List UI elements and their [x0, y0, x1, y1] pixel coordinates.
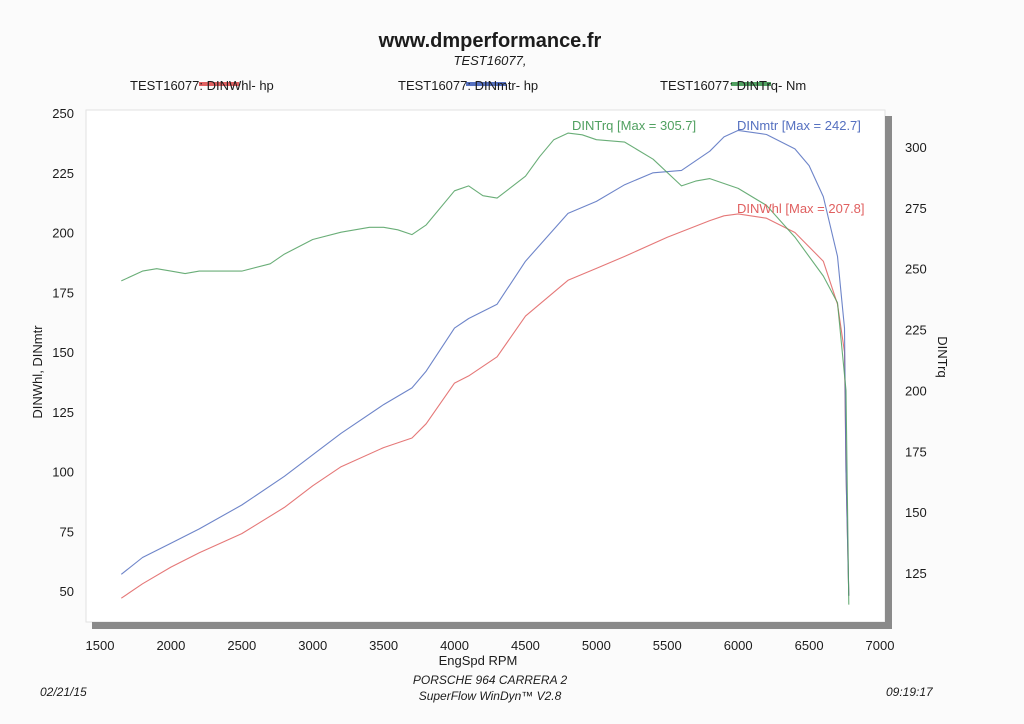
legend-label-whl: TEST16077: DINWhl- hp [130, 78, 274, 93]
series-line-dinmtr [120, 129, 850, 596]
y-left-tick-label: 150 [52, 345, 74, 360]
y-right-tick-label: 200 [905, 383, 927, 398]
series-line-dintrq [121, 132, 850, 605]
y-right-tick-label: 275 [905, 201, 927, 216]
y-left-tick-label: 50 [60, 584, 74, 599]
y-left-tick-label: 125 [52, 405, 74, 420]
max-annotation-dinwhl: DINWhl [Max = 207.8] [737, 201, 865, 216]
x-tick-label: 4500 [511, 638, 540, 653]
y-right-tick-label: 250 [905, 262, 927, 277]
x-axis-label: EngSpd RPM [439, 653, 518, 668]
x-tick-label: 6000 [724, 638, 753, 653]
y-right-tick-label: 150 [905, 505, 927, 520]
y-left-tick-label: 75 [60, 524, 74, 539]
y-right-tick-label: 125 [905, 566, 927, 581]
y-left-tick-label: 175 [52, 285, 74, 300]
test-date: 02/21/15 [40, 685, 87, 699]
x-tick-label: 4000 [440, 638, 469, 653]
legend-label-mtr: TEST16077: DINmtr- hp [398, 78, 539, 93]
y-left-tick-label: 225 [52, 166, 74, 181]
max-annotation-dinmtr: DINmtr [Max = 242.7] [737, 118, 861, 133]
y-right-tick-label: 300 [905, 140, 927, 155]
x-tick-label: 2000 [156, 638, 185, 653]
legend-swatch-whl [199, 82, 239, 86]
software-name: SuperFlow WinDyn™ V2.8 [418, 689, 562, 703]
plot-shadow-bottom [92, 622, 892, 629]
y-left-axis-label: DINWhl, DINmtr [30, 325, 45, 419]
site-title: www.dmperformance.fr [378, 30, 602, 52]
y-left-tick-label: 250 [52, 106, 74, 121]
x-tick-label: 5500 [653, 638, 682, 653]
x-tick-label: 1500 [86, 638, 115, 653]
x-tick-label: 2500 [227, 638, 256, 653]
max-annotation-dintrq: DINTrq [Max = 305.7] [572, 118, 696, 133]
y-right-axis-label: DINTrq [935, 336, 950, 377]
test-id: TEST16077, [453, 53, 527, 68]
x-tick-label: 7000 [866, 638, 895, 653]
y-left-tick-label: 200 [52, 226, 74, 241]
y-right-tick-label: 175 [905, 444, 927, 459]
x-tick-label: 6500 [795, 638, 824, 653]
plot-area [85, 109, 886, 623]
y-left-tick-label: 100 [52, 465, 74, 480]
series-line-dinwhl [120, 213, 850, 599]
test-time: 09:19:17 [886, 685, 933, 699]
legend-swatch-mtr [466, 82, 506, 86]
legend-label-trq: TEST16077: DINTrq- Nm [660, 78, 807, 93]
vehicle-name: PORSCHE 964 CARRERA 2 [412, 673, 568, 687]
x-tick-label: 5000 [582, 638, 611, 653]
x-tick-label: 3000 [298, 638, 327, 653]
y-right-tick-label: 225 [905, 323, 927, 338]
plot-shadow-right [885, 116, 892, 629]
legend-swatch-trq [731, 82, 771, 86]
x-tick-label: 3500 [369, 638, 398, 653]
